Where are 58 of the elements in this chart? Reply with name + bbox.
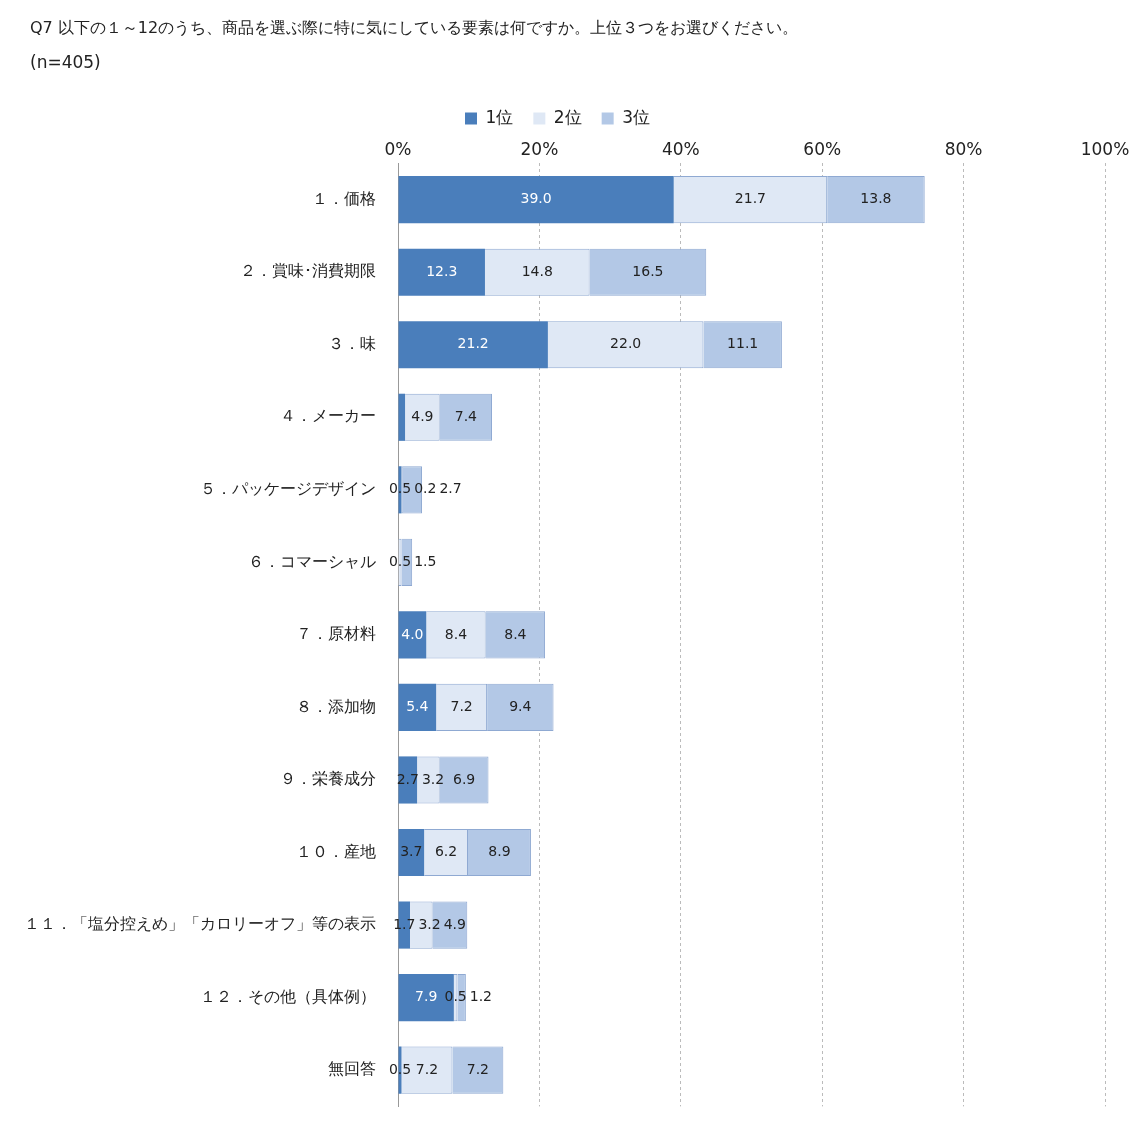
x-tick-label: 0% <box>384 138 412 159</box>
y-tick-label: １０．産地 <box>296 841 376 861</box>
data-label: 22.0 <box>610 335 642 352</box>
x-tick-label: 80% <box>944 138 983 159</box>
legend-label: 1位 <box>485 106 514 127</box>
y-tick-label: ５．パッケージデザイン <box>200 478 376 498</box>
data-label: 3.2 <box>418 915 441 932</box>
legend-label: 2位 <box>553 106 582 127</box>
x-tick-label: 60% <box>803 138 842 159</box>
data-label: 13.8 <box>860 190 892 207</box>
y-tick-label: ２．賞味･消費期限 <box>240 261 376 281</box>
data-label: 8.9 <box>488 843 511 860</box>
data-label: 2.7 <box>439 480 462 497</box>
data-label: 0.5 <box>388 553 412 569</box>
y-tick-label: ４．メーカー <box>280 406 376 426</box>
text: (n=405) <box>30 52 101 72</box>
data-label: 21.2 <box>457 335 489 352</box>
data-label: 7.2 <box>466 1060 490 1077</box>
data-label: 7.4 <box>454 407 478 424</box>
x-tick-label: 20% <box>520 138 559 159</box>
x-tick-label: 100% <box>1080 138 1130 159</box>
data-label: 7.2 <box>450 698 473 715</box>
data-label: 9.4 <box>509 698 532 715</box>
y-tick-label: ３．味 <box>328 333 376 353</box>
y-tick-label: １．価格 <box>312 188 376 208</box>
legend-label: 3位 <box>622 106 650 127</box>
data-label: 0.5 <box>388 480 412 497</box>
data-label: 8.4 <box>504 625 527 642</box>
data-label: 7.9 <box>415 988 438 1005</box>
data-label: 4.9 <box>411 407 434 424</box>
data-label: 3.2 <box>421 770 445 787</box>
data-label: 16.5 <box>632 262 664 279</box>
y-tick-label: ７．原材料 <box>296 624 376 644</box>
y-tick-label: 無回答 <box>328 1059 376 1079</box>
data-label: 4.0 <box>401 625 424 642</box>
chart-title: Q7 以下の１～12のうち、商品を選ぶ際に特に気にしている要素は何ですか。上位３つをお選びください。 <box>30 18 799 39</box>
data-label: 12.3 <box>426 262 458 279</box>
x-tick-label: 40% <box>661 138 700 159</box>
data-label: 6.9 <box>452 770 476 787</box>
y-tick-label: １２．その他（具体例） <box>200 986 376 1006</box>
data-label: 0.2 <box>414 480 437 497</box>
data-label: 3.7 <box>400 843 423 860</box>
data-label: 4.9 <box>443 915 466 932</box>
data-label: 11.1 <box>727 335 759 352</box>
data-label: 5.4 <box>406 698 429 715</box>
data-label: 0.5 <box>444 988 467 1005</box>
data-label: 14.8 <box>521 262 553 279</box>
y-tick-label: １１．「塩分控えめ」「カロリーオフ」等の表示 <box>24 914 376 934</box>
data-label: 21.7 <box>734 190 767 207</box>
y-tick-label: ８．添加物 <box>296 696 376 716</box>
data-label: 39.0 <box>520 190 552 207</box>
data-label: 7.2 <box>415 1060 439 1077</box>
data-label: 8.4 <box>444 625 468 642</box>
data-label: 6.2 <box>434 843 458 860</box>
y-tick-label: ６．コマーシャル <box>248 551 376 571</box>
y-tick-label: ９．栄養成分 <box>280 769 376 789</box>
data-label: 1.5 <box>414 553 437 569</box>
data-label: 1.2 <box>469 988 493 1005</box>
